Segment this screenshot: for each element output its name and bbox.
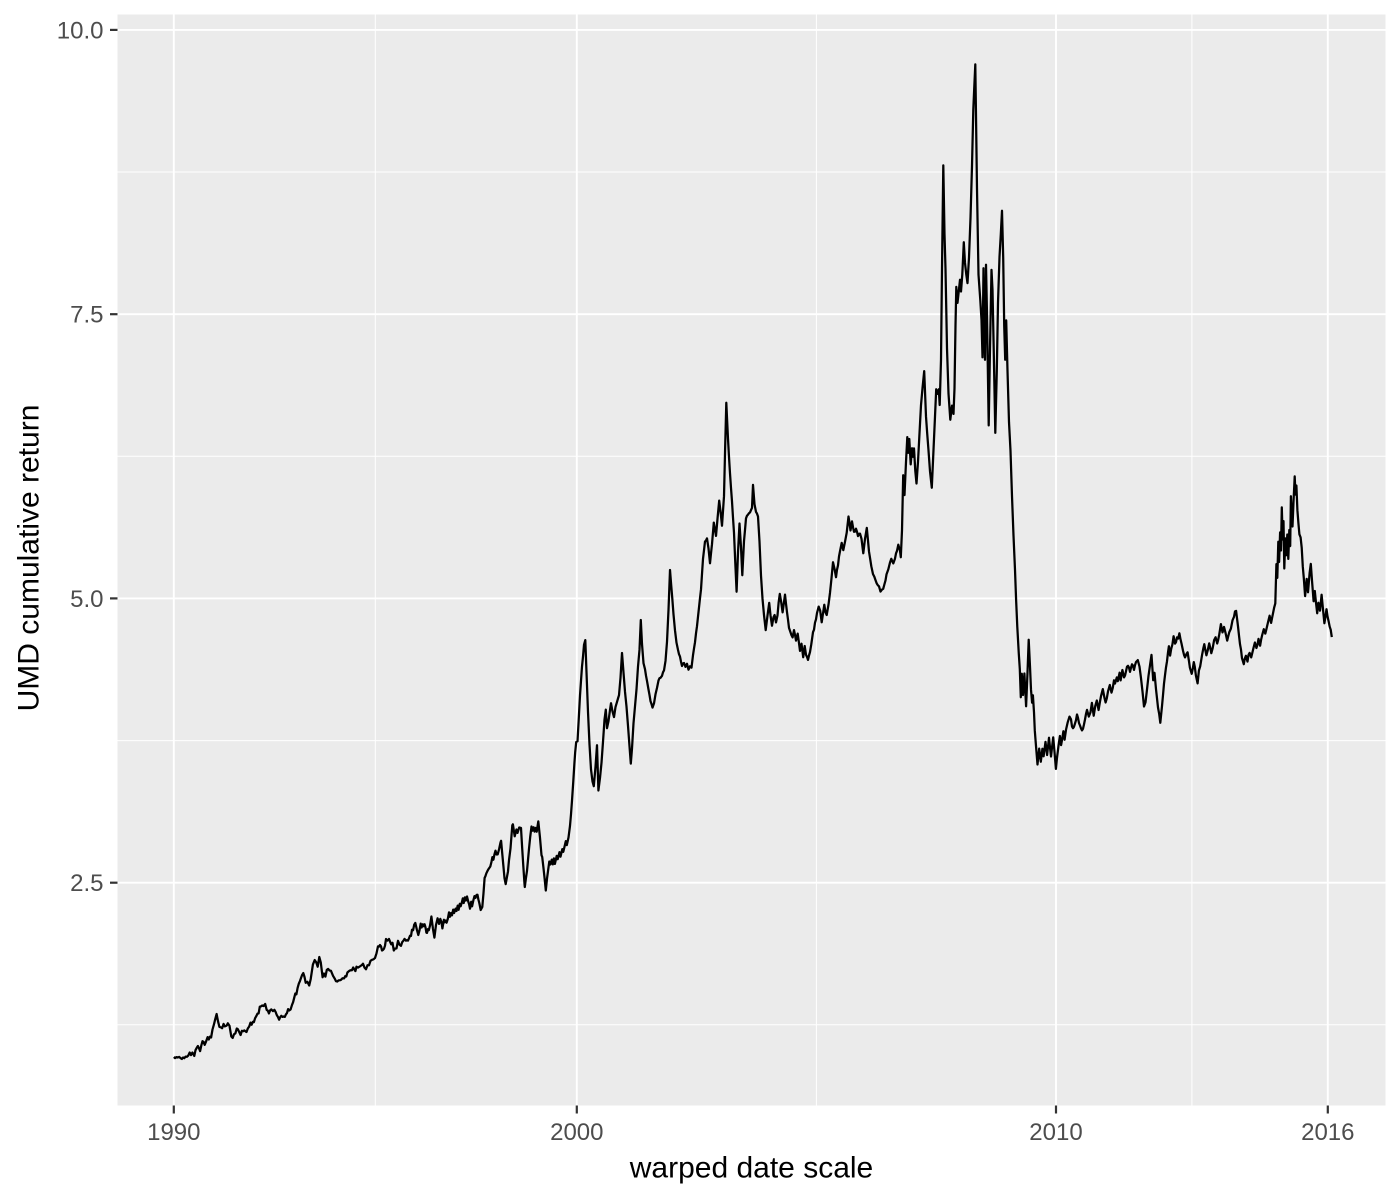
svg-text:7.5: 7.5 [70, 302, 103, 329]
svg-text:UMD cumulative return: UMD cumulative return [13, 405, 46, 712]
svg-text:warped date scale: warped date scale [629, 1151, 874, 1184]
svg-text:2010: 2010 [1029, 1119, 1082, 1146]
svg-text:2.5: 2.5 [70, 870, 103, 897]
svg-text:2000: 2000 [550, 1119, 603, 1146]
svg-text:2016: 2016 [1301, 1119, 1354, 1146]
svg-text:5.0: 5.0 [70, 586, 103, 613]
svg-text:10.0: 10.0 [57, 17, 104, 44]
svg-text:1990: 1990 [147, 1119, 200, 1146]
